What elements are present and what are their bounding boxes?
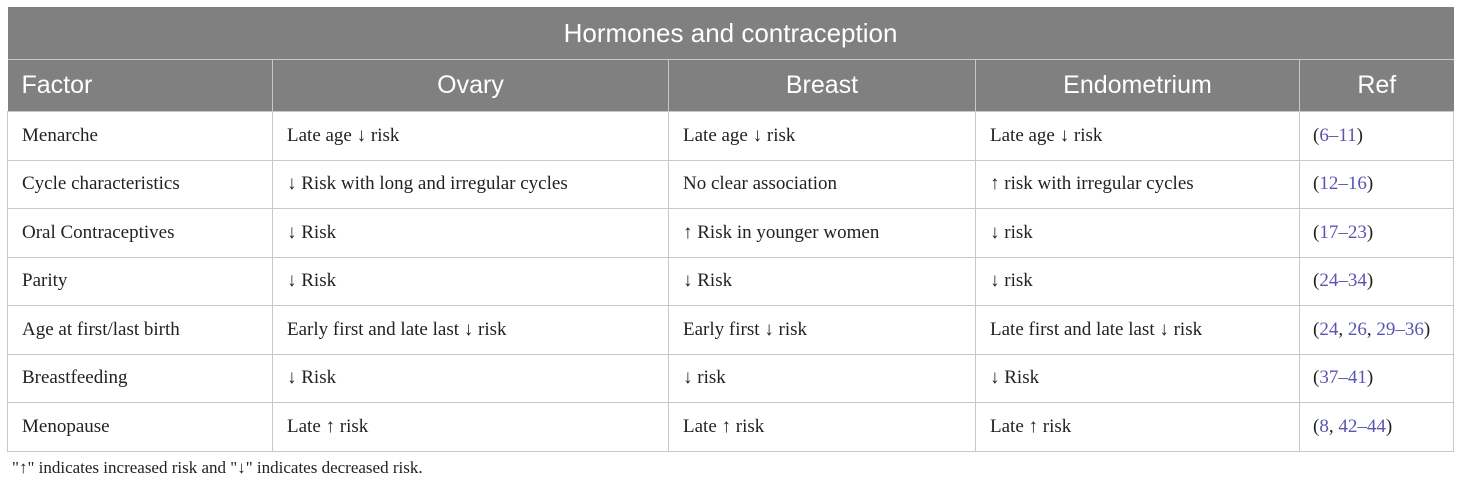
ovary-cell: ↓ Risk (272, 208, 669, 258)
table-body: Menarche Late age ↓ risk Late age ↓ risk La… (7, 111, 1455, 452)
endometrium-cell: ↑ risk with irregular cycles (975, 159, 1300, 209)
ref-separator: , (1366, 318, 1377, 340)
breast-cell: ↓ Risk (668, 256, 976, 306)
table-title-row: Hormones and contraception (7, 7, 1454, 60)
breast-cell: Late ↑ risk (668, 402, 976, 452)
reference-link[interactable]: 8 (1319, 415, 1329, 437)
reference-link[interactable]: 29–36 (1376, 318, 1424, 340)
ref-cell: (8, 42–44) (1298, 402, 1455, 452)
reference-link[interactable]: 24–34 (1319, 270, 1367, 292)
reference-link[interactable]: 42–44 (1338, 415, 1386, 437)
ref-close-paren: ) (1366, 173, 1374, 195)
ref-separator: , (1338, 318, 1348, 340)
table-row: Menarche Late age ↓ risk Late age ↓ risk La… (7, 111, 1455, 161)
factor-cell: Age at first/last birth (7, 305, 273, 355)
hormones-table: Hormones and contraception Factor Ovary … (7, 7, 1455, 452)
column-header-row: Factor Ovary Breast Endometrium Ref (7, 59, 1454, 112)
reference-link[interactable]: 12–16 (1319, 173, 1367, 195)
ref-close-paren: ) (1423, 318, 1431, 340)
table-row: Oral Contraceptives ↓ Risk ↑ Risk in young… (7, 208, 1455, 258)
endometrium-cell: Late age ↓ risk (975, 111, 1300, 161)
endometrium-cell: Late ↑ risk (975, 402, 1300, 452)
breast-cell: No clear association (668, 159, 976, 209)
table-title: Hormones and contraception (7, 7, 1454, 60)
ref-open-paren: ( (1313, 318, 1320, 340)
column-header-ref: Ref (1298, 59, 1454, 112)
ref-cell: (24, 26, 29–36) (1298, 305, 1455, 355)
table-row: Age at first/last birth Early first and l… (7, 305, 1455, 355)
ovary-cell: Late ↑ risk (272, 402, 669, 452)
ref-cell: (24–34) (1298, 256, 1455, 306)
column-header-ovary: Ovary (272, 59, 669, 112)
column-header-factor: Factor (7, 59, 273, 112)
table-row: Menopause Late ↑ risk Late ↑ risk Late ↑ ri… (7, 402, 1455, 452)
factor-cell: Breastfeeding (7, 353, 273, 403)
factor-cell: Oral Contraceptives (7, 208, 273, 258)
ref-close-paren: ) (1385, 415, 1393, 437)
ref-close-paren: ) (1366, 367, 1374, 389)
ref-close-paren: ) (1366, 270, 1374, 292)
ref-cell: (12–16) (1298, 159, 1455, 209)
data-table-container: Hormones and contraception Factor Ovary … (7, 7, 1455, 452)
ref-open-paren: ( (1313, 124, 1320, 146)
table-footnote: "↑" indicates increased risk and "↓" ind… (12, 458, 423, 477)
ovary-cell: ↓ Risk (272, 256, 669, 306)
ref-open-paren: ( (1313, 270, 1320, 292)
endometrium-cell: ↓ risk (975, 208, 1300, 258)
reference-link[interactable]: 6–11 (1319, 124, 1357, 146)
reference-link[interactable]: 26 (1347, 318, 1367, 340)
breast-cell: ↑ Risk in younger women (668, 208, 976, 258)
endometrium-cell: Late first and late last ↓ risk (975, 305, 1300, 355)
breast-cell: Early first ↓ risk (668, 305, 976, 355)
ref-open-paren: ( (1313, 415, 1320, 437)
ref-open-paren: ( (1313, 221, 1320, 243)
ref-cell: (37–41) (1298, 353, 1455, 403)
reference-link[interactable]: 17–23 (1319, 221, 1367, 243)
ref-close-paren: ) (1356, 124, 1363, 146)
ref-cell: (6–11) (1298, 111, 1455, 161)
breast-cell: ↓ risk (668, 353, 976, 403)
table-row: Parity ↓ Risk ↓ Risk ↓ risk (24–34) (7, 256, 1455, 306)
table-row: Cycle characteristics ↓ Risk with long an… (7, 159, 1455, 209)
ref-cell: (17–23) (1298, 208, 1455, 258)
table-row: Breastfeeding ↓ Risk ↓ risk ↓ Risk (37–41) (7, 353, 1455, 403)
ovary-cell: Late age ↓ risk (272, 111, 669, 161)
breast-cell: Late age ↓ risk (668, 111, 976, 161)
column-header-endometrium: Endometrium (975, 59, 1300, 112)
ovary-cell: ↓ Risk (272, 353, 669, 403)
factor-cell: Parity (7, 256, 273, 306)
column-header-breast: Breast (668, 59, 976, 112)
reference-link[interactable]: 37–41 (1319, 367, 1367, 389)
ref-separator: , (1328, 415, 1339, 437)
ovary-cell: Early first and late last ↓ risk (272, 305, 669, 355)
reference-link[interactable]: 24 (1319, 318, 1339, 340)
ovary-cell: ↓ Risk with long and irregular cycles (272, 159, 669, 209)
ref-open-paren: ( (1313, 367, 1320, 389)
factor-cell: Menopause (7, 402, 273, 452)
ref-close-paren: ) (1366, 221, 1374, 243)
factor-cell: Cycle characteristics (7, 159, 273, 209)
endometrium-cell: ↓ Risk (975, 353, 1300, 403)
factor-cell: Menarche (7, 111, 273, 161)
ref-open-paren: ( (1313, 173, 1320, 195)
endometrium-cell: ↓ risk (975, 256, 1300, 306)
